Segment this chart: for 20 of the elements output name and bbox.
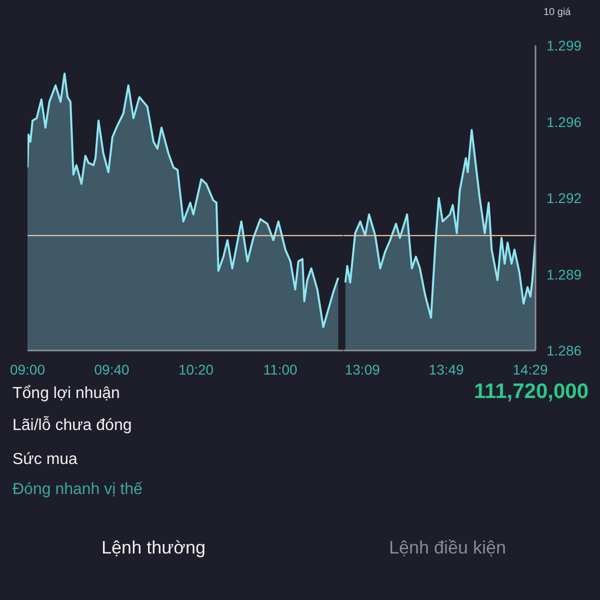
- y-tick-label: 1.299: [546, 38, 582, 54]
- y-tick-label: 1.286: [546, 342, 582, 358]
- text: Lệnh điều kiện: [388, 538, 506, 558]
- x-tick-label: 09:40: [94, 362, 130, 378]
- text: Tổng lợi nhuận: [12, 385, 120, 402]
- text: 111,720,000: [474, 380, 589, 403]
- x-tick-label: 10:20: [178, 362, 214, 378]
- x-tick-label: 13:09: [344, 362, 380, 378]
- text: Đóng nhanh vị thế: [12, 481, 142, 498]
- text: 10 giá: [544, 7, 572, 18]
- x-tick-label: 11:00: [263, 362, 298, 378]
- x-tick-label: 09:00: [10, 362, 46, 378]
- text: Sức mua: [12, 451, 78, 468]
- x-tick-label: 14:29: [512, 362, 548, 378]
- y-tick-label: 1.292: [546, 190, 582, 206]
- x-tick-label: 13:49: [428, 362, 464, 378]
- text: Lãi/lỗ chưa đóng: [12, 416, 132, 434]
- y-tick-label: 1.296: [546, 114, 582, 130]
- text: Lệnh thường: [102, 538, 206, 558]
- y-tick-label: 1.289: [546, 266, 582, 282]
